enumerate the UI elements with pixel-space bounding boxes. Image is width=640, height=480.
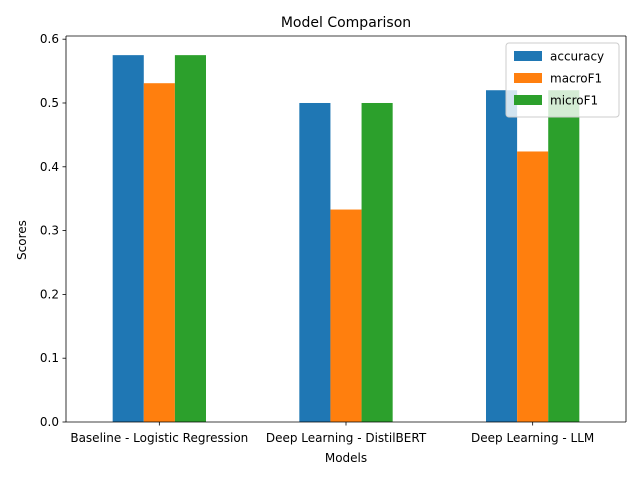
bars-layer (112, 55, 580, 423)
legend-label-microF1: microF1 (550, 94, 598, 108)
y-tick-label: 0.4 (40, 160, 59, 174)
legend: accuracy macroF1 microF1 (505, 42, 620, 118)
bar-macroF1-2 (517, 151, 549, 423)
x-tick-label: Deep Learning - DistilBERT (266, 431, 427, 445)
legend-label-accuracy: accuracy (550, 50, 604, 64)
bar-microF1-0 (174, 55, 206, 422)
y-tick-label: 0.0 (40, 415, 59, 429)
chart-title: Model Comparison (281, 15, 411, 31)
x-axis-ticks: Baseline - Logistic Regression Deep Learn… (70, 422, 594, 445)
legend-swatch-microF1 (514, 95, 542, 105)
bar-accuracy-1 (299, 102, 331, 423)
bar-macroF1-0 (143, 83, 175, 423)
y-tick-label: 0.2 (40, 287, 59, 301)
y-axis-label: Scores (15, 220, 29, 260)
bar-microF1-2 (548, 90, 580, 422)
y-axis-ticks: 0.0 0.1 0.2 0.3 0.4 0.5 0.6 (40, 32, 66, 429)
legend-label-macroF1: macroF1 (550, 72, 602, 86)
x-axis-label: Models (325, 451, 367, 465)
bar-accuracy-2 (486, 90, 518, 422)
x-tick-label: Baseline - Logistic Regression (70, 431, 248, 445)
y-tick-label: 0.3 (40, 224, 59, 238)
y-tick-label: 0.6 (40, 32, 59, 46)
bar-microF1-1 (361, 102, 393, 423)
bar-accuracy-0 (112, 55, 144, 422)
x-tick-label: Deep Learning - LLM (471, 431, 594, 445)
y-tick-label: 0.1 (40, 351, 59, 365)
legend-swatch-macroF1 (514, 73, 542, 83)
legend-swatch-accuracy (514, 51, 542, 61)
bar-macroF1-1 (330, 209, 362, 422)
y-tick-label: 0.5 (40, 96, 59, 110)
